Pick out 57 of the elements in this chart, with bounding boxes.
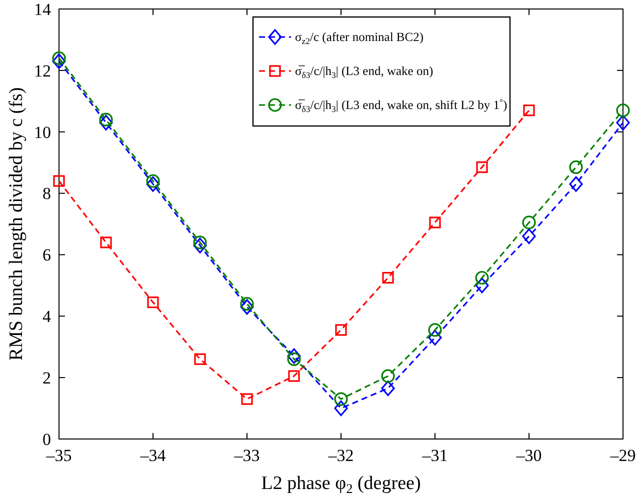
point: [523, 104, 535, 116]
y-tick-label: 0: [42, 430, 51, 449]
legend-label: σ̅$_{δ3}$/c/|h$_{3}$| (L3 end, wake on, shift L2 by 1$^{°}$): [295, 97, 508, 114]
y-tick-label: 8: [42, 184, 51, 204]
x-tick-label: –32: [327, 446, 354, 465]
x-tick-label: –35: [45, 446, 72, 465]
legend-label: σ$_{z2}$/c (after nominal BC2): [295, 30, 424, 46]
x-tick-label: –31: [421, 446, 448, 465]
point: [194, 353, 206, 365]
point: [381, 380, 395, 396]
point: [428, 330, 442, 346]
point: [240, 297, 254, 311]
point: [52, 53, 66, 70]
point: [146, 176, 160, 192]
point: [522, 216, 536, 230]
point: [382, 272, 394, 284]
point: [53, 175, 65, 187]
point: [193, 238, 207, 254]
x-tick-label: –33: [233, 446, 260, 465]
y-tick-label: 12: [34, 61, 51, 80]
point: [100, 236, 112, 248]
y-axis-title: RMS bunch length divided by c (fs): [6, 87, 27, 361]
point: [475, 278, 489, 294]
point: [522, 228, 536, 244]
point: [381, 369, 395, 383]
point: [287, 348, 301, 364]
x-tick-label: –29: [609, 446, 636, 465]
point: [52, 51, 66, 65]
point: [616, 114, 630, 130]
legend-label: σ̅$_{δ3}$/c/|h$_{3}$| (L3 end, wake on): [295, 64, 434, 80]
point: [569, 160, 583, 174]
y-tick-label: 14: [34, 0, 52, 19]
point: [334, 392, 348, 406]
point: [99, 112, 113, 126]
x-axis-title: L2 phase φ$_{2}$ (degree): [261, 473, 421, 496]
point: [616, 104, 630, 118]
point: [428, 323, 442, 337]
point: [475, 270, 489, 285]
point: [193, 236, 207, 250]
point: [288, 370, 300, 382]
y-tick-label: 6: [42, 246, 51, 265]
point: [429, 216, 441, 228]
point: [287, 352, 301, 366]
y-tick-label: 10: [34, 122, 51, 142]
point: [146, 174, 160, 188]
y-tick-label: 2: [42, 368, 51, 388]
x-tick-label: –34: [139, 446, 166, 465]
point: [241, 393, 253, 405]
point: [334, 400, 348, 416]
x-tick-label: –30: [515, 446, 542, 465]
point: [147, 296, 159, 308]
point: [240, 299, 254, 315]
point: [476, 161, 488, 173]
point: [335, 324, 347, 336]
point: [99, 114, 113, 130]
point: [569, 176, 583, 192]
y-tick-label: 4: [42, 307, 52, 326]
